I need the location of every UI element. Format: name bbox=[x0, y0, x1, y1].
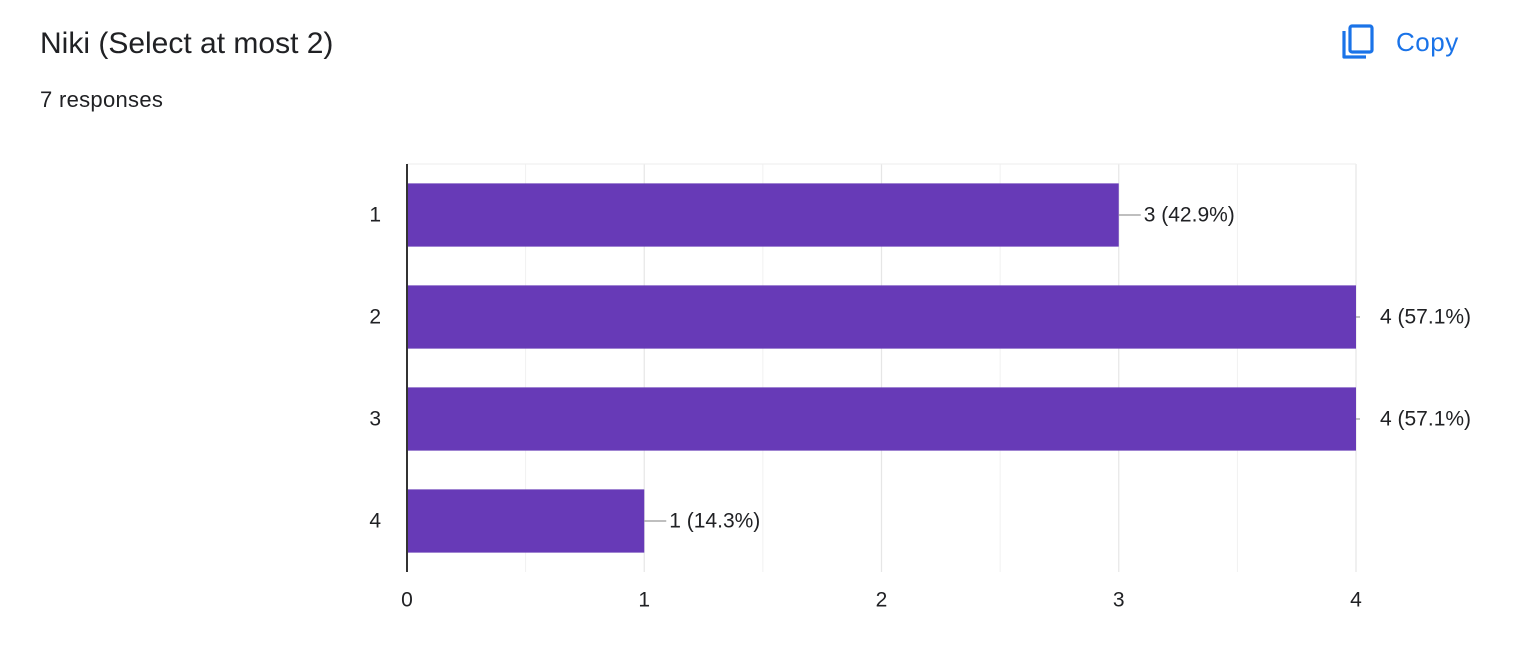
data-label: 4 (57.1%) bbox=[1380, 306, 1471, 329]
copy-icon bbox=[1338, 22, 1378, 62]
x-tick-label: 4 bbox=[1350, 589, 1362, 612]
y-tick-label: 2 bbox=[369, 306, 381, 329]
y-tick-label: 1 bbox=[369, 204, 381, 227]
x-tick-label: 2 bbox=[876, 589, 888, 612]
copy-button[interactable]: Copy bbox=[1338, 18, 1459, 66]
y-tick-label: 4 bbox=[369, 510, 381, 533]
data-label: 4 (57.1%) bbox=[1380, 408, 1471, 431]
data-label: 1 (14.3%) bbox=[669, 510, 760, 533]
data-label: 3 (42.9%) bbox=[1144, 204, 1235, 227]
bar bbox=[407, 183, 1119, 247]
bar bbox=[407, 387, 1356, 451]
copy-label: Copy bbox=[1396, 27, 1459, 57]
bar bbox=[407, 285, 1356, 349]
x-tick-label: 1 bbox=[638, 589, 650, 612]
question-title: Niki (Select at most 2) bbox=[40, 27, 334, 60]
response-count: 7 responses bbox=[40, 87, 164, 112]
y-tick-label: 3 bbox=[369, 408, 381, 431]
x-tick-label: 3 bbox=[1113, 589, 1125, 612]
bar bbox=[407, 489, 645, 553]
x-tick-label: 0 bbox=[401, 589, 413, 612]
